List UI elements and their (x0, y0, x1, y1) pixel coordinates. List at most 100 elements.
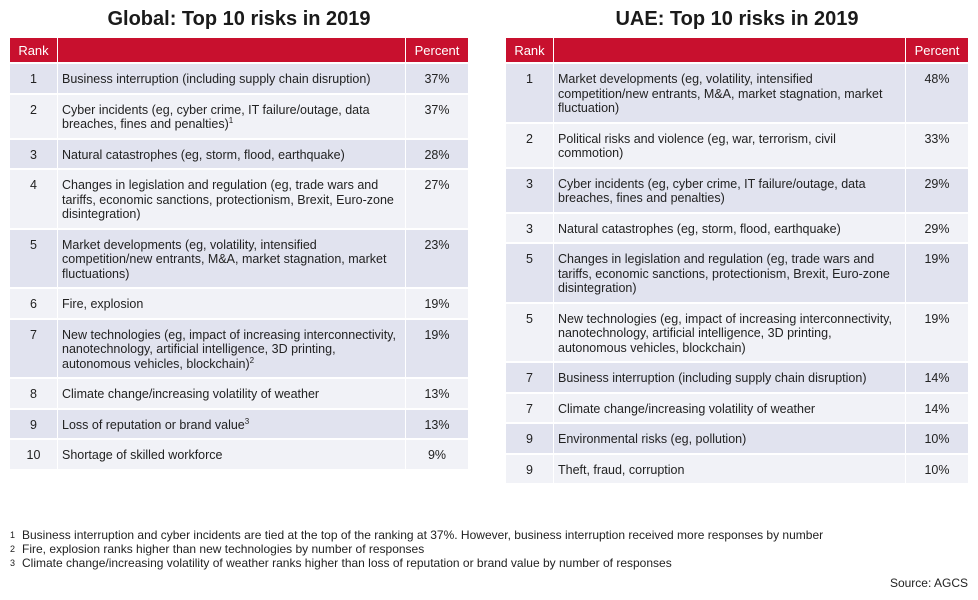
risk-cell: Natural catastrophes (eg, storm, flood, … (58, 137, 406, 168)
table-row: 4 Changes in legislation and regulation (… (10, 168, 468, 228)
risk-label: Political risks and violence (eg, war, t… (558, 131, 836, 161)
rank-cell: 1 (10, 62, 58, 93)
rank-cell: 4 (10, 168, 58, 228)
risk-cell: Theft, fraud, corruption (554, 452, 906, 483)
uae-risks-panel: UAE: Top 10 risks in 2019 Rank Percent 1… (506, 0, 968, 483)
table-row: 3 Natural catastrophes (eg, storm, flood,… (506, 211, 968, 242)
table-row: 2 Political risks and violence (eg, war, … (506, 121, 968, 167)
percent-cell: 10% (906, 422, 968, 453)
global-risks-table: Rank Percent 1 Business interruption (inc… (10, 38, 468, 469)
global-table-body: 1 Business interruption (including supply… (10, 62, 468, 469)
rank-cell: 9 (506, 452, 554, 483)
risk-label: Fire, explosion (62, 297, 144, 311)
risk-cell: Market developments (eg, volatility, int… (58, 227, 406, 287)
percent-cell: 19% (406, 317, 468, 377)
table-row: 3 Cyber incidents (eg, cyber crime, IT fa… (506, 166, 968, 212)
percent-cell: 37% (406, 92, 468, 138)
risk-label: Cyber incidents (eg, cyber crime, IT fai… (62, 102, 370, 132)
risk-cell: New technologies (eg, impact of increasi… (554, 301, 906, 361)
risk-label: Changes in legislation and regulation (e… (558, 252, 890, 295)
risk-cell: Environmental risks (eg, pollution) (554, 422, 906, 453)
percent-cell: 19% (906, 301, 968, 361)
percent-cell: 9% (406, 438, 468, 469)
risk-cell: Cyber incidents (eg, cyber crime, IT fai… (58, 92, 406, 138)
table-row: 5 Market developments (eg, volatility, in… (10, 227, 468, 287)
percent-cell: 29% (906, 166, 968, 212)
rank-cell: 7 (506, 361, 554, 392)
rank-column-header: Rank (10, 38, 58, 62)
risk-cell: Business interruption (including supply … (554, 361, 906, 392)
footnotes: 1 Business interruption and cyber inciden… (10, 528, 960, 570)
percent-cell: 27% (406, 168, 468, 228)
table-row: 7 Business interruption (including supply… (506, 361, 968, 392)
rank-cell: 5 (10, 227, 58, 287)
percent-cell: 14% (906, 391, 968, 422)
global-table-title: Global: Top 10 risks in 2019 (107, 8, 371, 30)
percent-cell: 14% (906, 361, 968, 392)
table-row: 8 Climate change/increasing volatility of… (10, 377, 468, 408)
risk-column-header (58, 38, 406, 62)
risk-cell: Loss of reputation or brand value3 (58, 407, 406, 438)
table-row: 10 Shortage of skilled workforce 9% (10, 438, 468, 469)
risk-cell: Climate change/increasing volatility of … (58, 377, 406, 408)
percent-cell: 37% (406, 62, 468, 93)
percent-cell: 19% (406, 287, 468, 318)
rank-cell: 9 (10, 407, 58, 438)
rank-column-header: Rank (506, 38, 554, 62)
footnote: 1 Business interruption and cyber inciden… (10, 528, 960, 542)
risk-column-header (554, 38, 906, 62)
table-row: 1 Business interruption (including supply… (10, 62, 468, 93)
footnote-text: Fire, explosion ranks higher than new te… (22, 542, 425, 556)
risk-label: New technologies (eg, impact of increasi… (62, 327, 396, 371)
footnote-text: Climate change/increasing volatility of … (22, 556, 672, 570)
uae-table-title: UAE: Top 10 risks in 2019 (615, 8, 859, 30)
risk-cell: Natural catastrophes (eg, storm, flood, … (554, 211, 906, 242)
rank-cell: 6 (10, 287, 58, 318)
uae-risks-table: Rank Percent 1 Market developments (eg, v… (506, 38, 968, 483)
risk-cell: Shortage of skilled workforce (58, 438, 406, 469)
percent-cell: 33% (906, 121, 968, 167)
risk-cell: New technologies (eg, impact of increasi… (58, 317, 406, 377)
risk-label: Business interruption (including supply … (62, 72, 371, 86)
rank-cell: 8 (10, 377, 58, 408)
risk-label: Climate change/increasing volatility of … (558, 401, 816, 416)
footnote-number: 3 (10, 558, 16, 568)
table-row: 5 New technologies (eg, impact of increas… (506, 301, 968, 361)
footnote-marker: 1 (228, 116, 234, 125)
footnote: 3 Climate change/increasing volatility of… (10, 556, 960, 570)
risk-label: Environmental risks (eg, pollution) (558, 432, 747, 446)
percent-cell: 48% (906, 62, 968, 122)
global-risks-panel: Global: Top 10 risks in 2019 Rank Percen… (10, 0, 468, 469)
uae-table-body: 1 Market developments (eg, volatility, in… (506, 62, 968, 483)
table-row: 9 Environmental risks (eg, pollution) 10% (506, 422, 968, 453)
percent-column-header: Percent (906, 38, 968, 62)
table-row: 2 Cyber incidents (eg, cyber crime, IT fa… (10, 92, 468, 138)
rank-cell: 5 (506, 242, 554, 302)
rank-cell: 7 (506, 391, 554, 422)
rank-cell: 2 (10, 92, 58, 138)
rank-cell: 10 (10, 438, 58, 469)
footnote: 2 Fire, explosion ranks higher than new t… (10, 542, 960, 556)
rank-cell: 3 (506, 211, 554, 242)
rank-cell: 3 (10, 137, 58, 168)
table-row: 5 Changes in legislation and regulation (… (506, 242, 968, 302)
footnote-text: Business interruption and cyber incident… (22, 528, 824, 542)
rank-cell: 5 (506, 301, 554, 361)
percent-cell: 23% (406, 227, 468, 287)
risk-label: Market developments (eg, volatility, int… (62, 237, 387, 281)
rank-cell: 1 (506, 62, 554, 122)
risk-label: New technologies (eg, impact of increasi… (558, 311, 892, 355)
risk-label: Theft, fraud, corruption (558, 462, 685, 477)
table-row: 9 Loss of reputation or brand value3 13% (10, 407, 468, 438)
source-credit: Source: AGCS (889, 576, 968, 590)
percent-cell: 10% (906, 452, 968, 483)
risk-label: Business interruption (including supply … (558, 371, 867, 385)
risk-cell: Climate change/increasing volatility of … (554, 391, 906, 422)
footnote-number: 1 (10, 530, 16, 540)
risk-cell: Fire, explosion (58, 287, 406, 318)
risk-cell: Political risks and violence (eg, war, t… (554, 121, 906, 167)
percent-cell: 28% (406, 137, 468, 168)
risk-label: Climate change/increasing volatility of … (62, 387, 320, 401)
percent-cell: 19% (906, 242, 968, 302)
footnote-number: 2 (10, 544, 16, 554)
